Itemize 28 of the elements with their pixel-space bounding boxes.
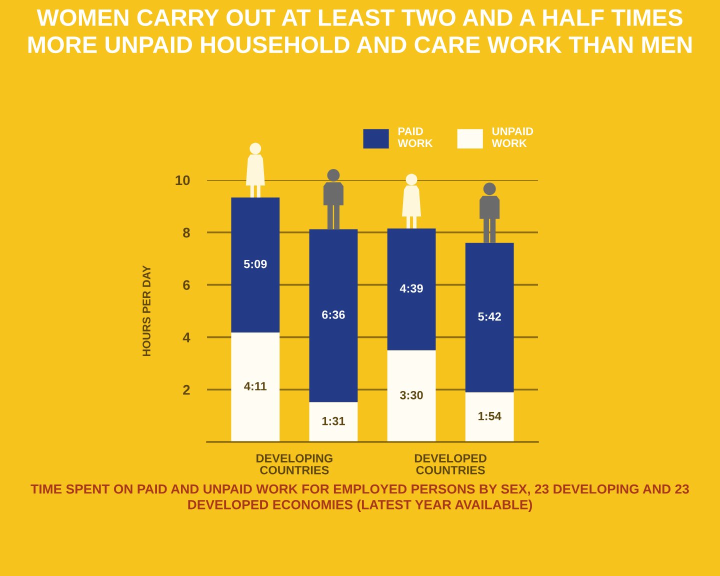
chart-title: WOMEN CARRY OUT AT LEAST TWO AND A HALF TIMES MORE UNPAID HOUSEHOLD AND CARE WORK THAN MEN [28,9,692,54]
legend-label: PAID WORK [398,127,433,148]
bar [387,350,436,442]
bar [309,229,358,402]
legend-label: UNPAID WORK [492,127,534,148]
bar [231,198,280,332]
data-label: 3:30 [400,390,423,400]
y-tick-label: 4 [182,332,190,342]
y-tick-label: 8 [183,228,190,238]
y-tick-label: 10 [176,175,190,186]
y-tick-label: 6 [183,280,190,290]
data-label: 4:11 [244,382,267,390]
text: DEVELOPED COUNTRIES [414,454,486,474]
data-label: 5:42 [478,312,501,321]
text: TIME SPENT ON PAID AND UNPAID WORK FOR EMPLOYED PERSONS BY SEX, 23 DEVELOPING AND 23 DEVELOPED ECONOMIES (LATEST YEAR AVAILABLE) [30,484,689,512]
y-axis-title: HOURS PER DAY [142,265,150,356]
bar [231,332,280,442]
bar [465,392,514,442]
y-tick-label: 2 [183,384,190,395]
data-label: 1:31 [322,416,345,426]
data-label: 4:39 [400,284,423,293]
bar [387,228,436,350]
text: DEVELOPING COUNTRIES [256,454,332,474]
data-label: 1:54 [478,412,502,420]
data-label: 6:36 [322,310,345,319]
bar [465,242,514,392]
data-label: 5:09 [244,260,267,268]
bar [309,402,358,442]
